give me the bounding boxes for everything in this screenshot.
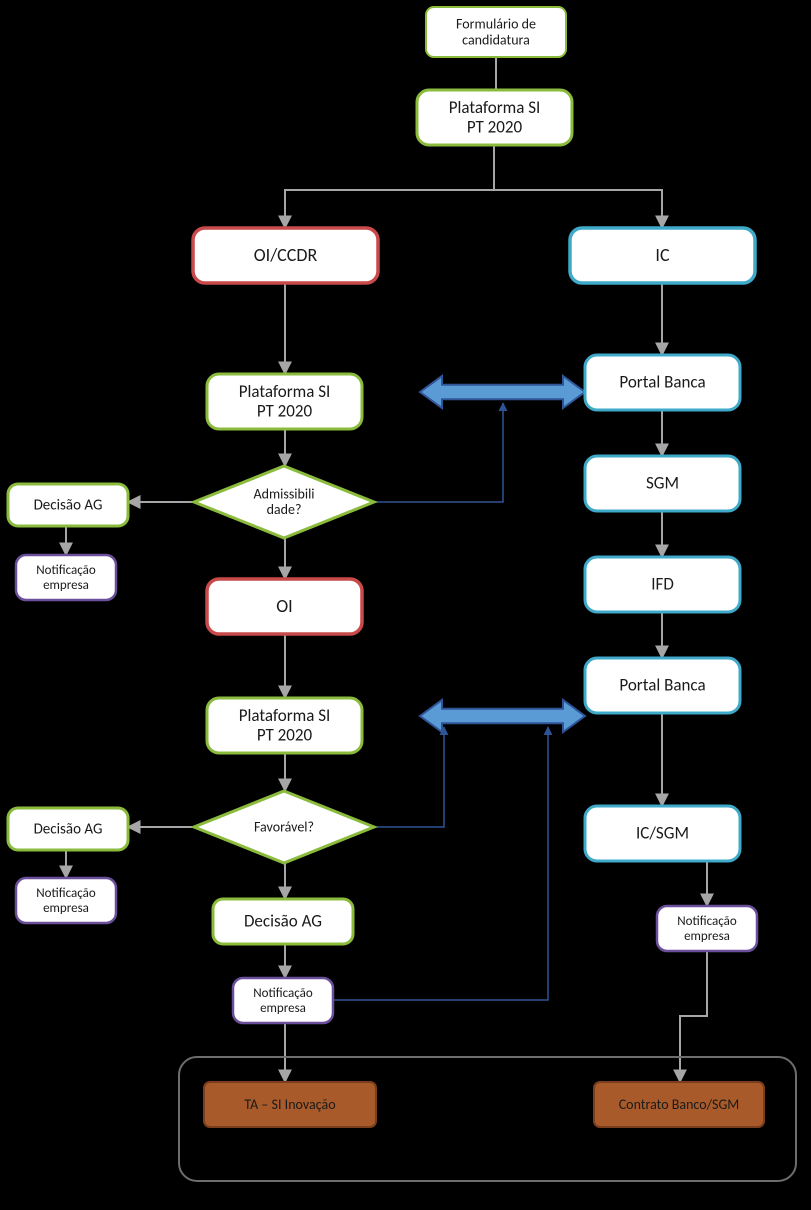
node-dec2-label: Decisão AG: [34, 821, 103, 839]
node-notif2-label: empresa: [43, 901, 89, 916]
node-form-label: candidatura: [462, 31, 530, 48]
node-psi1-label: PT 2020: [467, 116, 523, 137]
final-ta-label: TA – SI Inovação: [244, 1096, 335, 1113]
node-notif2-label: Notificação: [36, 886, 96, 901]
node-ifd-label: IFD: [651, 574, 674, 595]
node-oi-label: OI: [276, 595, 292, 617]
node-notif1-label: empresa: [43, 578, 89, 593]
node-psi3-label: Plataforma SI: [239, 705, 331, 726]
node-notif3-label: empresa: [260, 1001, 306, 1016]
decision-fav-label: Favorável?: [254, 818, 314, 835]
final-contrato-label: Contrato Banco/SGM: [619, 1096, 740, 1113]
node-psi2-label: Plataforma SI: [239, 381, 331, 402]
node-form-label: Formulário de: [456, 15, 536, 32]
node-dec1-label: Decisão AG: [34, 497, 103, 515]
node-notif1-label: Notificação: [36, 563, 96, 578]
node-portal2-label: Portal Banca: [619, 675, 705, 696]
node-icsgm-label: IC/SGM: [636, 823, 689, 844]
node-sgm-label: SGM: [646, 473, 679, 494]
node-psi2-label: PT 2020: [257, 400, 313, 421]
node-portal1-label: Portal Banca: [619, 372, 705, 393]
decision-adm-label: dade?: [267, 501, 302, 518]
node-oiccdr-label: OI/CCDR: [254, 244, 318, 266]
node-notif4-label: Notificação: [677, 914, 737, 929]
node-notif4-label: empresa: [684, 929, 730, 944]
node-ic-label: IC: [655, 244, 670, 266]
node-notif3-label: Notificação: [253, 986, 313, 1001]
node-psi3-label: PT 2020: [257, 724, 313, 745]
node-psi1-label: Plataforma SI: [449, 97, 541, 118]
node-dec3-label: Decisão AG: [244, 911, 322, 932]
